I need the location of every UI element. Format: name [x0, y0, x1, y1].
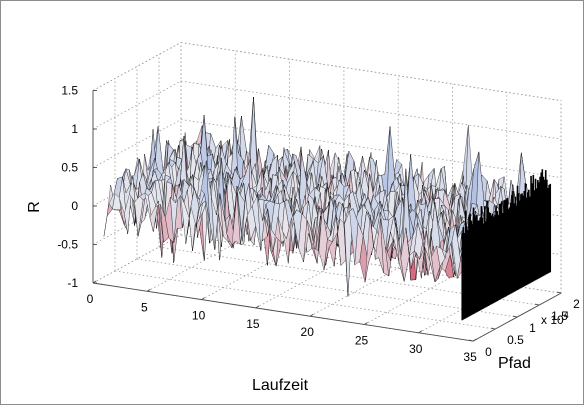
- z-tick-label: -0.5: [57, 238, 78, 252]
- x-axis-label: Laufzeit: [252, 377, 309, 394]
- x-tick-mark: [309, 313, 314, 317]
- x-tick-label: 20: [301, 325, 315, 339]
- gridline-y-floor: [136, 258, 518, 318]
- z-tick-label: 0: [71, 199, 78, 213]
- gridline-z-side: [92, 157, 182, 207]
- y-exponent-power: 4: [564, 310, 569, 320]
- gridline-x-floor: [310, 267, 399, 317]
- x-tick-label: 25: [355, 334, 369, 348]
- y-tick-label: 0.5: [507, 333, 524, 347]
- y-tick-mark: [512, 315, 518, 318]
- z-tick-label: 1: [71, 122, 78, 136]
- gridline-z-back: [180, 80, 562, 140]
- gridline-x-floor: [255, 259, 345, 309]
- y-tick-mark: [556, 291, 562, 294]
- y-tick-label: 1.5: [551, 309, 568, 323]
- box-edge: [180, 42, 562, 101]
- x-tick-mark: [418, 330, 423, 334]
- y-axis-label: Pfad: [498, 355, 531, 372]
- y-tick-label: 0: [485, 345, 492, 359]
- z-tick-label: -1: [67, 276, 78, 290]
- x-tick-mark: [147, 288, 151, 292]
- gridline-z-side: [92, 196, 182, 245]
- surface-layer: [103, 96, 552, 321]
- axis-layer: -1 -0.5 0 0.5 1 1.5 0 5 10 15 20 25 30 35 0 0.5 1 1.5 2: [57, 84, 580, 365]
- z-axis-label: R: [26, 201, 43, 213]
- label-layer: R Laufzeit Pfad x 104: [26, 201, 569, 394]
- gridline-x-floor: [92, 234, 182, 284]
- z-tick-label: 1.5: [61, 84, 78, 98]
- y-tick-mark: [468, 339, 474, 342]
- x-tick-mark: [472, 338, 477, 342]
- gridline-x-floor: [201, 251, 290, 300]
- y-axis-exponent: x 104: [541, 310, 569, 327]
- surface-patch: [103, 203, 113, 237]
- x-tick-mark: [255, 305, 260, 309]
- x-axis-line: [92, 282, 474, 342]
- y-tick-label: 1: [529, 321, 536, 335]
- z-tick-label: 0.5: [61, 161, 78, 175]
- gridline-z-back: [180, 119, 562, 178]
- x-tick-label: 15: [246, 317, 260, 331]
- x-tick-label: 10: [192, 309, 206, 323]
- gridline-z-side: [92, 119, 182, 168]
- y-tick-mark: [490, 327, 496, 330]
- x-tick-mark: [364, 322, 368, 325]
- y-tick-mark: [534, 303, 540, 306]
- gridline-x-floor: [418, 284, 507, 334]
- box-edge: [92, 42, 182, 91]
- y-tick-label: 2: [573, 297, 580, 311]
- gridline-x-floor: [364, 276, 453, 325]
- x-tick-mark: [201, 297, 205, 300]
- x-tick-mark: [92, 280, 97, 284]
- gridline-x-floor: [147, 242, 236, 292]
- x-tick-label: 0: [87, 292, 94, 306]
- gridline-y-floor: [114, 270, 496, 330]
- x-tick-label: 5: [141, 300, 148, 314]
- gridline-z-side: [92, 80, 182, 130]
- x-tick-label: 35: [463, 350, 477, 364]
- y-exponent-base: x 10: [541, 313, 564, 327]
- x-tick-label: 30: [409, 342, 423, 356]
